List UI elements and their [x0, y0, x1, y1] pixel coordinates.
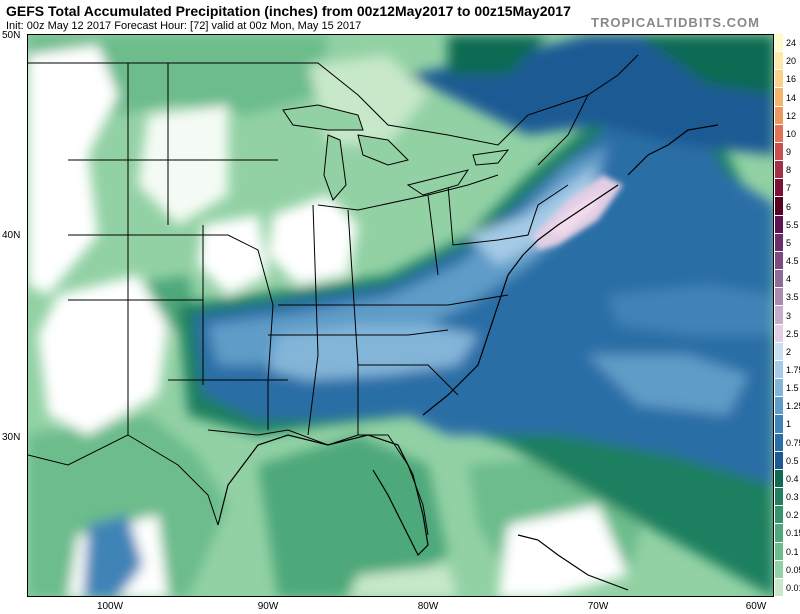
colorbar-label: 7 [786, 183, 792, 194]
colorbar-swatch [775, 179, 783, 198]
colorbar-swatch [775, 270, 783, 289]
lon-label-80w: 80W [417, 601, 439, 612]
colorbar-label: 24 [786, 38, 797, 49]
colorbar-label: 12 [786, 110, 797, 121]
colorbar-swatch [775, 578, 783, 597]
colorbar-label: 0.3 [786, 492, 799, 503]
great-lakes [282, 104, 510, 201]
coastlines [217, 124, 719, 591]
state-borders [28, 54, 639, 536]
colorbar-swatch [775, 524, 783, 543]
colorbar-swatch [775, 506, 783, 525]
colorbar-label: 3 [786, 310, 792, 321]
colorbar-swatch [775, 360, 783, 380]
colorbar-swatch [775, 161, 783, 180]
colorbar-swatch [775, 233, 783, 252]
colorbar-swatch [775, 306, 783, 325]
lon-label-90w: 90W [257, 601, 279, 612]
colorbar-label: 4.5 [786, 256, 799, 267]
colorbar-swatch [775, 70, 783, 89]
map-canvas [28, 35, 773, 596]
colorbar-swatch [775, 451, 783, 470]
colorbar-label: 4 [786, 274, 792, 285]
colorbar-label: 0.5 [786, 455, 799, 466]
colorbar-label: 2.5 [786, 328, 799, 339]
colorbar-swatch [775, 542, 783, 561]
colorbar-label: 1 [786, 419, 792, 430]
colorbar-swatch [775, 124, 783, 143]
lon-label-70w: 70W [587, 601, 609, 612]
colorbar-label: 1.5 [786, 383, 799, 394]
colorbar-label: 0.4 [786, 473, 799, 484]
colorbar-label: 5.5 [786, 219, 799, 230]
colorbar-label: 6 [786, 201, 792, 212]
colorbar-label: 2 [786, 346, 792, 357]
colorbar-label: 9 [786, 147, 792, 158]
map-subtitle: Init: 00z May 12 2017 Forecast Hour: [72… [6, 20, 362, 32]
lat-label-30n: 30N [2, 432, 21, 443]
colorbar-swatch [775, 197, 783, 216]
lat-label-40n: 40N [2, 230, 21, 241]
colorbar-label: 8 [786, 165, 792, 176]
colorbar-label: 14 [786, 92, 797, 103]
colorbar-swatch [775, 488, 783, 507]
colorbar-label: 0.01 [786, 582, 800, 593]
colorbar-label: 10 [786, 128, 797, 139]
colorbar-swatch [775, 560, 783, 579]
colorbar-swatch [775, 88, 783, 107]
colorbar-swatch [775, 379, 783, 398]
colorbar-label: 3.5 [786, 292, 799, 303]
colorbar-swatch [775, 251, 783, 271]
lon-label-100w: 100W [96, 601, 124, 612]
colorbar-swatch [775, 324, 783, 343]
colorbar-swatch [775, 342, 783, 361]
colorbar-label: 1.75 [786, 364, 800, 375]
colorbar-swatch [775, 34, 783, 53]
colorbar-swatch [775, 106, 783, 125]
precip-colorbar: 24 20 16 14 12 10 9 8 7 6 5.5 5 4.5 4 3.5 3 2.5 2 1.75 1.5 1… [775, 34, 800, 597]
colorbar-swatch [775, 433, 783, 452]
colorbar-label: 20 [786, 56, 797, 67]
precipitation-map [27, 34, 774, 597]
colorbar-swatch [775, 52, 783, 71]
colorbar-label: 1.25 [786, 401, 800, 412]
brand-watermark: TROPICALTIDBITS.COM [591, 15, 760, 30]
colorbar-label: 16 [786, 74, 797, 85]
colorbar-label: 0.15 [786, 528, 800, 539]
colorbar-swatch [775, 142, 783, 162]
colorbar-swatch [775, 397, 783, 416]
colorbar-swatch [775, 288, 783, 307]
map-title: GEFS Total Accumulated Precipitation (in… [6, 3, 571, 19]
lat-label-50n: 50N [2, 30, 21, 41]
colorbar-swatch [775, 215, 783, 234]
lon-label-60w: 60W [745, 601, 767, 612]
colorbar-label: 0.1 [786, 546, 799, 557]
colorbar-swatch [775, 415, 783, 434]
colorbar-label: 0.2 [786, 510, 799, 521]
colorbar-label: 0.75 [786, 437, 800, 448]
colorbar-swatch [775, 469, 783, 489]
colorbar-label: 0.05 [786, 564, 800, 575]
colorbar-label: 5 [786, 237, 792, 248]
